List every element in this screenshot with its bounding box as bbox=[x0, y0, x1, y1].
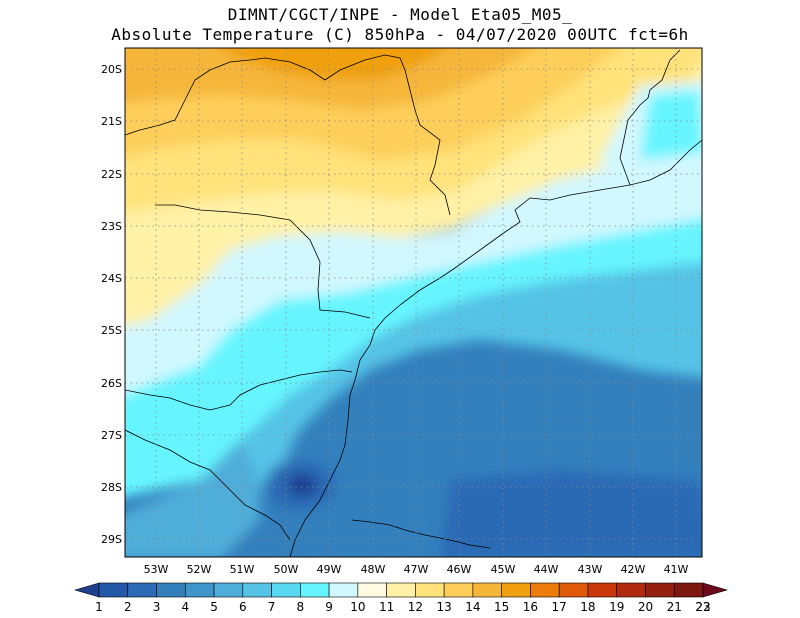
colorbar-label: 11 bbox=[379, 600, 394, 614]
colorbar-swatch bbox=[156, 582, 186, 598]
lat-label: 24S bbox=[101, 272, 122, 285]
lat-label: 26S bbox=[101, 377, 122, 390]
lat-label: 27S bbox=[101, 429, 122, 442]
colorbar-swatch bbox=[357, 582, 387, 598]
colorbar-label: 8 bbox=[297, 600, 305, 614]
colorbar-swatch bbox=[587, 582, 618, 598]
lat-label: 28S bbox=[101, 481, 122, 494]
colorbar-label: 3 bbox=[153, 600, 161, 614]
colorbar-swatch bbox=[127, 582, 157, 598]
map-title-line2: Absolute Temperature (C) 850hPa - 04/07/… bbox=[111, 25, 689, 44]
colorbar-label: 5 bbox=[210, 600, 218, 614]
colorbar-label: 9 bbox=[325, 600, 333, 614]
colorbar-label: 2 bbox=[124, 600, 132, 614]
colorbar-swatch bbox=[645, 582, 675, 598]
colorbar-swatch bbox=[530, 582, 560, 598]
colorbar-swatch bbox=[472, 582, 502, 598]
colorbar-label: 23 bbox=[695, 600, 710, 614]
lon-label: 52W bbox=[187, 563, 212, 576]
colorbar-swatch bbox=[271, 582, 301, 598]
colorbar-label: 15 bbox=[494, 600, 509, 614]
colorbar-label: 16 bbox=[523, 600, 538, 614]
colorbar-label: 20 bbox=[638, 600, 653, 614]
colorbar-label: 6 bbox=[239, 600, 247, 614]
colorbar-label: 7 bbox=[268, 600, 276, 614]
lon-label: 45W bbox=[491, 563, 516, 576]
lat-label: 21S bbox=[101, 115, 122, 128]
colorbar-swatch bbox=[213, 582, 244, 598]
map-frame bbox=[124, 47, 703, 558]
lon-label: 53W bbox=[144, 563, 169, 576]
colorbar-label: 12 bbox=[408, 600, 423, 614]
lat-label: 29S bbox=[101, 533, 122, 546]
colorbar-swatch bbox=[242, 582, 272, 598]
lon-label: 47W bbox=[404, 563, 429, 576]
colorbar-swatch bbox=[616, 582, 646, 598]
colorbar-label: 22 bbox=[695, 600, 710, 614]
lat-label: 22S bbox=[101, 168, 122, 181]
colorbar-swatch bbox=[300, 582, 330, 598]
colorbar-label: 21 bbox=[667, 600, 682, 614]
colorbar-swatch bbox=[415, 582, 445, 598]
lat-label: 25S bbox=[101, 324, 122, 337]
colorbar-label: 13 bbox=[437, 600, 452, 614]
colorbar-swatch bbox=[98, 582, 129, 598]
lon-label: 41W bbox=[664, 563, 689, 576]
colorbar-swatch bbox=[184, 582, 215, 598]
colorbar-swatch bbox=[501, 582, 531, 598]
lon-label: 49W bbox=[317, 563, 342, 576]
longitude-axis: 53W 52W 51W 50W 49W 48W 47W 46W 45W 44W … bbox=[144, 563, 689, 576]
lon-label: 48W bbox=[361, 563, 386, 576]
colorbar-label: 10 bbox=[350, 600, 365, 614]
colorbar-label: 4 bbox=[181, 600, 189, 614]
colorbar-label: 18 bbox=[580, 600, 595, 614]
lon-label: 50W bbox=[274, 563, 299, 576]
lon-label: 42W bbox=[621, 563, 646, 576]
colorbar-swatch bbox=[328, 582, 359, 598]
map-title-line1: DIMNT/CGCT/INPE - Model Eta05_M05_ bbox=[227, 5, 573, 24]
latitude-axis: 20S 21S 22S 23S 24S 25S 26S 27S 28S 29S bbox=[101, 63, 122, 546]
lon-label: 44W bbox=[534, 563, 559, 576]
lat-lon-grid bbox=[125, 48, 702, 557]
colorbar-swatch bbox=[558, 582, 589, 598]
lat-label: 23S bbox=[101, 220, 122, 233]
colorbar-label: 19 bbox=[609, 600, 624, 614]
colorbar-swatch bbox=[673, 582, 704, 598]
lon-label: 43W bbox=[578, 563, 603, 576]
lon-label: 51W bbox=[230, 563, 255, 576]
colorbar-min-arrow bbox=[73, 582, 100, 598]
colorbar-label: 17 bbox=[552, 600, 567, 614]
lat-label: 20S bbox=[101, 63, 122, 76]
colorbar-swatch bbox=[443, 582, 474, 598]
colorbar-max-arrow bbox=[702, 582, 729, 598]
lon-label: 46W bbox=[447, 563, 472, 576]
colorbar-label: 14 bbox=[465, 600, 480, 614]
colorbar-label: 1 bbox=[95, 600, 103, 614]
colorbar-swatch bbox=[386, 582, 416, 598]
